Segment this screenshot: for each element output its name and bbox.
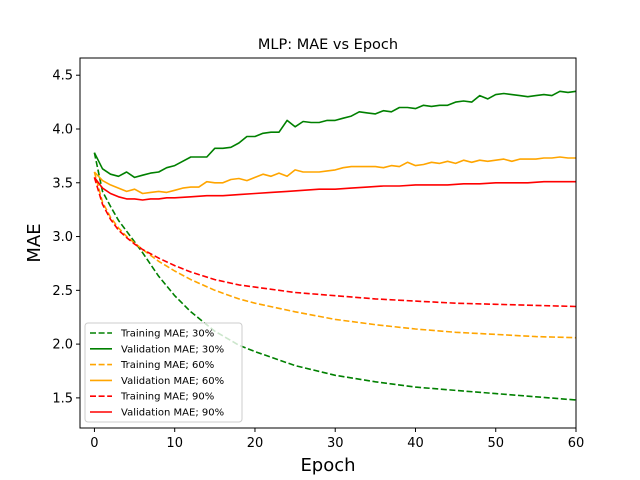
legend-label: Validation MAE; 30% [121, 344, 224, 355]
x-tick-label: 50 [487, 436, 504, 451]
x-tick-label: 0 [90, 436, 98, 451]
y-axis-ticks: 1.5 2.0 2.5 3.0 3.5 4.0 4.5 [52, 69, 80, 406]
legend-entries: Training MAE; 30% Validation MAE; 30% Trai… [90, 329, 224, 419]
plot-frame [79, 57, 577, 429]
series-line-2 [93, 90, 577, 179]
series-line-6 [93, 176, 576, 201]
x-tick-label: 10 [166, 436, 183, 451]
legend-label: Training MAE; 30% [120, 329, 214, 340]
y-tick-label: 2.0 [52, 338, 73, 353]
y-tick-label: 4.5 [52, 69, 73, 84]
series-line-3 [93, 171, 577, 339]
x-tick-label: 60 [568, 436, 585, 451]
x-tick-label: 20 [247, 436, 264, 451]
y-tick-label: 3.5 [52, 176, 73, 191]
legend-box [84, 322, 243, 423]
legend-label: Training MAE; 90% [120, 392, 214, 403]
x-axis-label: Epoch [300, 455, 355, 476]
legend-label: Validation MAE; 60% [121, 376, 224, 387]
y-axis-label: MAE [24, 223, 45, 262]
chart-title: MLP: MAE vs Epoch [258, 37, 398, 53]
legend: Training MAE; 30% Validation MAE; 30% Trai… [84, 322, 243, 423]
x-tick-label: 30 [327, 436, 344, 451]
legend-label: Training MAE; 60% [120, 360, 214, 371]
y-tick-label: 4.0 [52, 122, 73, 137]
y-tick-label: 3.0 [52, 230, 73, 245]
series-line-4 [93, 156, 576, 195]
legend-label: Validation MAE; 90% [121, 408, 224, 419]
y-tick-label: 1.5 [52, 391, 73, 406]
x-tick-label: 40 [407, 436, 424, 451]
x-axis-ticks: 0 10 20 30 40 50 60 [90, 428, 584, 451]
series-line-5 [93, 177, 577, 308]
y-tick-label: 2.5 [52, 284, 73, 299]
